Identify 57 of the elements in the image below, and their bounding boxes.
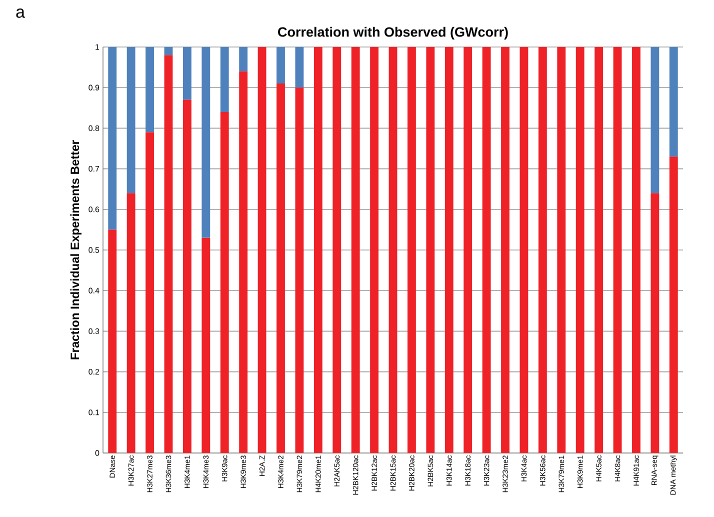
bar [220,46,229,112]
bar [464,46,472,453]
bar [295,88,304,453]
bar [239,46,248,72]
bar [202,238,210,453]
bar [501,46,510,453]
bar [164,46,173,56]
y-tick-label: 0.4 [88,288,100,294]
bar [276,46,285,84]
text: a [16,8,25,18]
bar [426,46,435,453]
bar [669,156,678,453]
bar [220,112,229,453]
y-tick-label: 1 [96,44,100,50]
bar [650,193,660,453]
y-tick-label: 0.2 [88,368,100,375]
bar [332,46,342,453]
bar [444,46,454,453]
bar [388,46,398,453]
bar [164,55,173,453]
bar [408,46,416,453]
bar [632,46,640,453]
bar [482,46,491,453]
bar [126,46,136,194]
y-tick-label: 0.5 [88,247,100,253]
bar [239,71,248,453]
bar [182,46,192,100]
y-tick-label: 0.8 [88,125,100,132]
bar [613,46,622,453]
y-tick-label: 0.1 [88,410,100,416]
bar [538,46,547,453]
y-tick-label: 0.9 [88,84,100,90]
bar [650,46,660,194]
y-tick-label: 0 [95,450,100,456]
bar [108,230,117,453]
bar [276,84,285,453]
bar [258,46,266,453]
bar [295,46,304,88]
bar [126,193,136,453]
bar [669,46,678,157]
bar [202,46,210,238]
bar [520,46,528,453]
bar [594,46,604,453]
y-axis-title: Fraction Individual Experiments Better [70,140,82,360]
y-tick-label: 0.6 [88,206,100,212]
bar [314,46,322,453]
bar [576,46,584,453]
y-tick-label: 0.3 [88,328,100,334]
bar [370,46,379,453]
bar [182,100,192,453]
chart-title: Correlation with Observed (GWcorr) [278,26,508,40]
bar [146,46,154,132]
bar [557,46,566,453]
bar [351,46,360,453]
bar [108,46,117,230]
bar [146,132,154,453]
y-tick-label: 0.7 [88,166,100,172]
